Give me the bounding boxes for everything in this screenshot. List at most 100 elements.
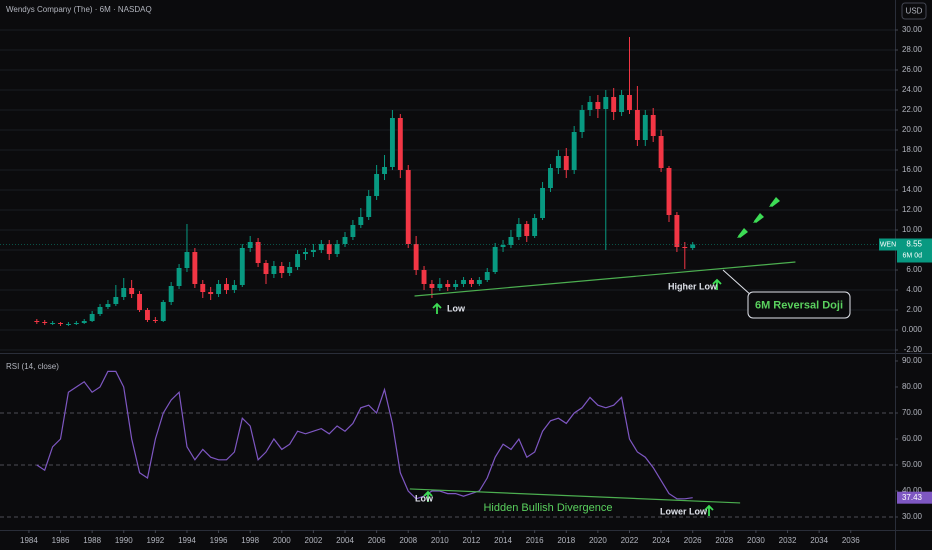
price-badge bbox=[897, 238, 932, 263]
x-tick-label: 2008 bbox=[399, 536, 417, 545]
x-tick-label: 1996 bbox=[210, 536, 228, 545]
rsi-low-label: Low bbox=[415, 493, 434, 503]
x-tick-label: 2020 bbox=[589, 536, 607, 545]
x-tick-label: 1984 bbox=[20, 536, 38, 545]
candle-body bbox=[587, 102, 593, 110]
candle-body bbox=[548, 168, 553, 188]
candle-body bbox=[611, 97, 617, 112]
candle-body bbox=[239, 248, 245, 285]
candle-body bbox=[674, 215, 680, 247]
candle-body bbox=[690, 244, 696, 248]
y-tick-label: 90.00 bbox=[902, 356, 923, 365]
higher-low-label: Higher Low bbox=[668, 281, 718, 291]
x-tick-label: 2034 bbox=[810, 536, 828, 545]
candle-body bbox=[295, 254, 301, 267]
candle-body bbox=[524, 224, 530, 236]
candle-body bbox=[634, 110, 640, 140]
candle-body bbox=[137, 294, 143, 310]
candle-body bbox=[224, 284, 229, 290]
candle-body bbox=[89, 314, 95, 321]
y-tick-label: 30.00 bbox=[902, 512, 923, 521]
callout-box bbox=[747, 291, 851, 319]
candle-body bbox=[50, 323, 56, 324]
y-tick-label: 10.00 bbox=[902, 225, 923, 234]
x-tick-label: 2024 bbox=[652, 536, 670, 545]
y-tick-label: 26.00 bbox=[902, 65, 923, 74]
y-tick-label: 14.00 bbox=[902, 185, 923, 194]
rsi-pane bbox=[0, 355, 895, 530]
candle-body bbox=[682, 247, 688, 248]
x-tick-label: 2022 bbox=[621, 536, 639, 545]
currency-box[interactable] bbox=[901, 2, 927, 20]
candle-body bbox=[389, 118, 395, 167]
candle-body bbox=[468, 280, 474, 284]
candle-body bbox=[484, 272, 490, 280]
candle-body bbox=[168, 286, 174, 302]
candle-body bbox=[42, 322, 48, 323]
currency[interactable]: USD bbox=[906, 7, 923, 16]
candle-body bbox=[255, 242, 261, 263]
x-tick-label: 2018 bbox=[557, 536, 575, 545]
y-tick-label: 30.00 bbox=[902, 25, 923, 34]
candle-body bbox=[192, 252, 198, 284]
x-tick-label: 1990 bbox=[115, 536, 133, 545]
candle-body bbox=[145, 310, 150, 320]
candle-body bbox=[595, 102, 601, 109]
rsi-last-label: 37.43 bbox=[902, 493, 923, 502]
candle-body bbox=[358, 217, 364, 225]
candle-body bbox=[113, 297, 119, 304]
trendline bbox=[414, 261, 796, 297]
candle-body bbox=[397, 118, 403, 170]
candle-body bbox=[73, 323, 79, 324]
candle-body bbox=[216, 284, 222, 294]
x-tick-label: 2036 bbox=[842, 536, 860, 545]
candle-body bbox=[429, 284, 435, 288]
candle-body bbox=[58, 323, 63, 324]
candle-body bbox=[642, 115, 648, 140]
candle-body bbox=[516, 224, 522, 237]
candle-body bbox=[619, 95, 625, 112]
y-tick-label: 4.00 bbox=[906, 285, 922, 294]
candle-body bbox=[461, 280, 466, 284]
candle-body bbox=[413, 244, 419, 270]
candle-body bbox=[508, 237, 514, 245]
divergence-label: Hidden Bullish Divergence bbox=[483, 502, 612, 514]
candle-body bbox=[184, 252, 190, 268]
x-tick-label: 2002 bbox=[305, 536, 323, 545]
candle-body bbox=[571, 132, 577, 170]
candle-body bbox=[303, 252, 308, 254]
candle-body bbox=[81, 321, 87, 323]
candle-body bbox=[405, 170, 411, 244]
x-tick-label: 1992 bbox=[146, 536, 164, 545]
candle-body bbox=[231, 285, 237, 290]
x-tick-label: 2030 bbox=[747, 536, 765, 545]
rsi-badge bbox=[897, 491, 932, 504]
candle-body bbox=[326, 244, 332, 254]
y-tick-label: 0.000 bbox=[902, 325, 923, 334]
candle-body bbox=[603, 97, 609, 109]
trendline bbox=[409, 488, 741, 504]
x-tick-label: 2010 bbox=[431, 536, 449, 545]
y-tick-label: 12.00 bbox=[902, 205, 923, 214]
y-tick-label: 40.00 bbox=[902, 486, 923, 495]
x-tick-label: 2004 bbox=[336, 536, 354, 545]
candle-body bbox=[374, 174, 380, 196]
x-tick-label: 1994 bbox=[178, 536, 196, 545]
candle-body bbox=[129, 288, 135, 294]
y-tick-label: 28.00 bbox=[902, 45, 923, 54]
candle-body bbox=[476, 280, 482, 284]
x-tick-label: 1988 bbox=[83, 536, 101, 545]
candle-body bbox=[666, 168, 672, 215]
x-tick-label: 2032 bbox=[779, 536, 797, 545]
up-arrows bbox=[423, 278, 722, 516]
last-price-label: 8.55 bbox=[906, 240, 922, 249]
x-tick-label: 2016 bbox=[526, 536, 544, 545]
x-tick-label: 1998 bbox=[241, 536, 259, 545]
candle-body bbox=[208, 292, 214, 294]
lower-low-label: Lower Low bbox=[660, 506, 708, 516]
symbol-label: WEN bbox=[880, 241, 896, 248]
candle-body bbox=[287, 267, 293, 273]
y-tick-label: 18.00 bbox=[902, 145, 923, 154]
candle-body bbox=[121, 288, 127, 297]
